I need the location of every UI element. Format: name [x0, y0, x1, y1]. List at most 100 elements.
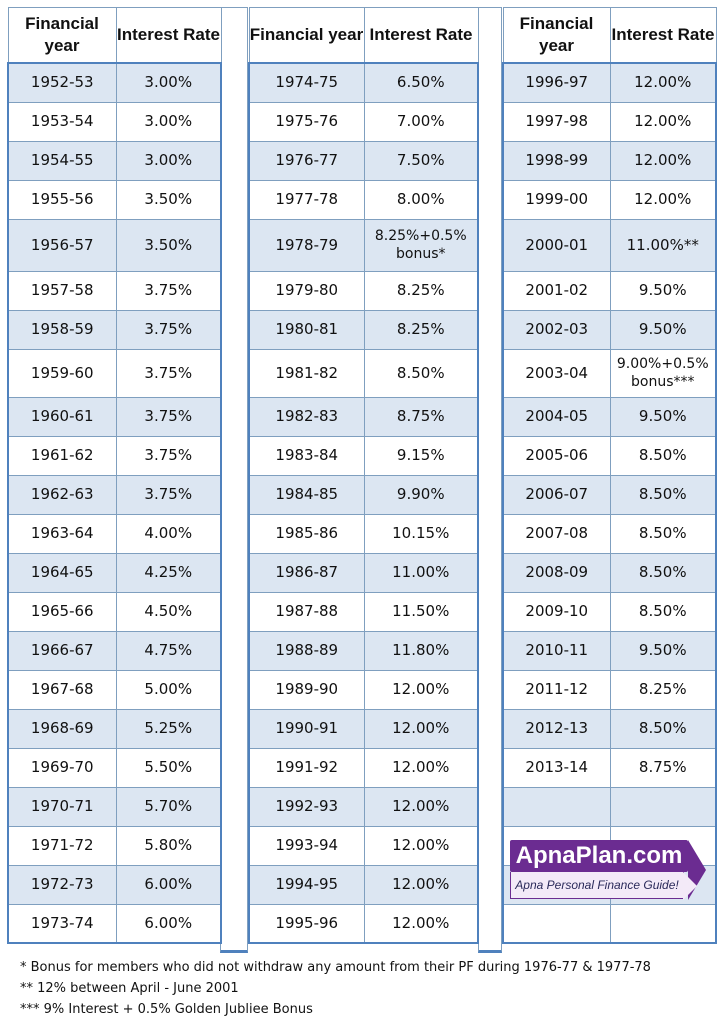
- cell-interest-rate: 8.00%: [363, 179, 479, 220]
- cell-financial-year: 1957-58: [7, 270, 117, 311]
- cell-financial-year: 1993-94: [248, 825, 365, 866]
- footnote-bonus: * Bonus for members who did not withdraw…: [20, 960, 651, 975]
- cell-financial-year: 2013-14: [502, 747, 611, 788]
- cell-interest-rate: 12.00%: [609, 140, 717, 181]
- cell-financial-year: 1958-59: [7, 309, 117, 350]
- table-row: 1998-99 12.00%: [502, 140, 717, 181]
- cell-interest-rate: 8.50%: [609, 591, 717, 632]
- cell-interest-rate: 9.50%: [609, 309, 717, 350]
- cell-financial-year: 2006-07: [502, 474, 611, 515]
- cell-interest-rate: 8.25%: [363, 309, 479, 350]
- table-row: 1982-83 8.75%: [248, 396, 479, 437]
- table-row: 2004-05 9.50%: [502, 396, 717, 437]
- cell-financial-year: 1956-57: [7, 218, 117, 272]
- header-interest-rate: Interest Rate: [609, 7, 717, 64]
- table-row: 1959-60 3.75%: [7, 348, 222, 398]
- cell-financial-year: 1990-91: [248, 708, 365, 749]
- cell-financial-year: 1959-60: [7, 348, 117, 398]
- cell-financial-year: 2008-09: [502, 552, 611, 593]
- column-gap-right: [478, 7, 502, 953]
- table-row: 1965-66 4.50%: [7, 591, 222, 632]
- table-row: 1969-70 5.50%: [7, 747, 222, 788]
- cell-interest-rate: 8.25%+0.5% bonus*: [363, 218, 479, 272]
- logo-tagline-arrow-shape: [683, 872, 697, 900]
- cell-interest-rate: 5.70%: [115, 786, 222, 827]
- rates-table-1996-2014: Financial year Interest Rate 1996-97 12.0…: [502, 7, 717, 944]
- cell-interest-rate: 4.50%: [115, 591, 222, 632]
- footnote-2001: ** 12% between April - June 2001: [20, 981, 239, 996]
- table-row: 1981-82 8.50%: [248, 348, 479, 398]
- cell-interest-rate: 9.15%: [363, 435, 479, 476]
- cell-interest-rate: 6.00%: [115, 864, 222, 905]
- cell-interest-rate: 11.00%**: [609, 218, 717, 272]
- table-row: 1963-64 4.00%: [7, 513, 222, 554]
- cell-interest-rate: 12.00%: [363, 825, 479, 866]
- cell-interest-rate: 6.50%: [363, 62, 479, 103]
- table-row: 2008-09 8.50%: [502, 552, 717, 593]
- table-row: 1977-78 8.00%: [248, 179, 479, 220]
- cell-financial-year: 2009-10: [502, 591, 611, 632]
- table-row: 1978-79 8.25%+0.5% bonus*: [248, 218, 479, 272]
- table-row: 1975-76 7.00%: [248, 101, 479, 142]
- cell-interest-rate: 3.75%: [115, 348, 222, 398]
- cell-financial-year: [502, 903, 611, 944]
- cell-interest-rate: 12.00%: [363, 903, 479, 944]
- cell-financial-year: 2003-04: [502, 348, 611, 398]
- table-row: 2001-02 9.50%: [502, 270, 717, 311]
- rates-table-1974-1996: Financial year Interest Rate 1974-75 6.50…: [248, 7, 479, 944]
- table-row: 1966-67 4.75%: [7, 630, 222, 671]
- cell-interest-rate: 3.50%: [115, 179, 222, 220]
- cell-interest-rate: 7.00%: [363, 101, 479, 142]
- cell-interest-rate: 8.50%: [609, 435, 717, 476]
- cell-financial-year: 1984-85: [248, 474, 365, 515]
- cell-interest-rate: 3.00%: [115, 62, 222, 103]
- cell-financial-year: 2011-12: [502, 669, 611, 710]
- cell-interest-rate: 8.25%: [609, 669, 717, 710]
- cell-financial-year: 2000-01: [502, 218, 611, 272]
- table-row: 1968-69 5.25%: [7, 708, 222, 749]
- cell-financial-year: 1966-67: [7, 630, 117, 671]
- table-row: 2005-06 8.50%: [502, 435, 717, 476]
- table-row: 1987-88 11.50%: [248, 591, 479, 632]
- header-financial-year: Financial year: [502, 7, 611, 64]
- cell-financial-year: 1981-82: [248, 348, 365, 398]
- cell-interest-rate: 11.00%: [363, 552, 479, 593]
- table-row: 1989-90 12.00%: [248, 669, 479, 710]
- header-interest-rate: Interest Rate: [363, 7, 479, 64]
- table-header-row: Financial year Interest Rate: [502, 7, 717, 64]
- cell-financial-year: 1974-75: [248, 62, 365, 103]
- cell-financial-year: 1982-83: [248, 396, 365, 437]
- table-row: 1993-94 12.00%: [248, 825, 479, 866]
- table-row: 1983-84 9.15%: [248, 435, 479, 476]
- table-row: 2003-04 9.00%+0.5% bonus***: [502, 348, 717, 398]
- footnote-golden-jubilee: *** 9% Interest + 0.5% Golden Jubliee Bo…: [20, 1002, 313, 1017]
- cell-interest-rate: 5.50%: [115, 747, 222, 788]
- table-header-row: Financial year Interest Rate: [248, 7, 479, 64]
- cell-interest-rate: 4.75%: [115, 630, 222, 671]
- cell-interest-rate: 10.15%: [363, 513, 479, 554]
- table-row: 1964-65 4.25%: [7, 552, 222, 593]
- cell-interest-rate: 12.00%: [609, 179, 717, 220]
- table-row: 1958-59 3.75%: [7, 309, 222, 350]
- table-row: 1988-89 11.80%: [248, 630, 479, 671]
- table-row: 1955-56 3.50%: [7, 179, 222, 220]
- table-row: 1970-71 5.70%: [7, 786, 222, 827]
- cell-financial-year: 1952-53: [7, 62, 117, 103]
- table-row: 1991-92 12.00%: [248, 747, 479, 788]
- cell-financial-year: 1954-55: [7, 140, 117, 181]
- table-row: 2007-08 8.50%: [502, 513, 717, 554]
- cell-financial-year: 1979-80: [248, 270, 365, 311]
- cell-interest-rate: 5.00%: [115, 669, 222, 710]
- table-row: 2002-03 9.50%: [502, 309, 717, 350]
- cell-financial-year: 1977-78: [248, 179, 365, 220]
- header-interest-rate: Interest Rate: [115, 7, 222, 64]
- column-gap-left: [220, 7, 248, 953]
- cell-interest-rate: 3.50%: [115, 218, 222, 272]
- table-row: 1997-98 12.00%: [502, 101, 717, 142]
- cell-interest-rate: 12.00%: [363, 747, 479, 788]
- cell-interest-rate: 3.75%: [115, 435, 222, 476]
- cell-interest-rate: 8.50%: [609, 708, 717, 749]
- table-row: 2012-13 8.50%: [502, 708, 717, 749]
- table-row: 1952-53 3.00%: [7, 62, 222, 103]
- cell-financial-year: 1999-00: [502, 179, 611, 220]
